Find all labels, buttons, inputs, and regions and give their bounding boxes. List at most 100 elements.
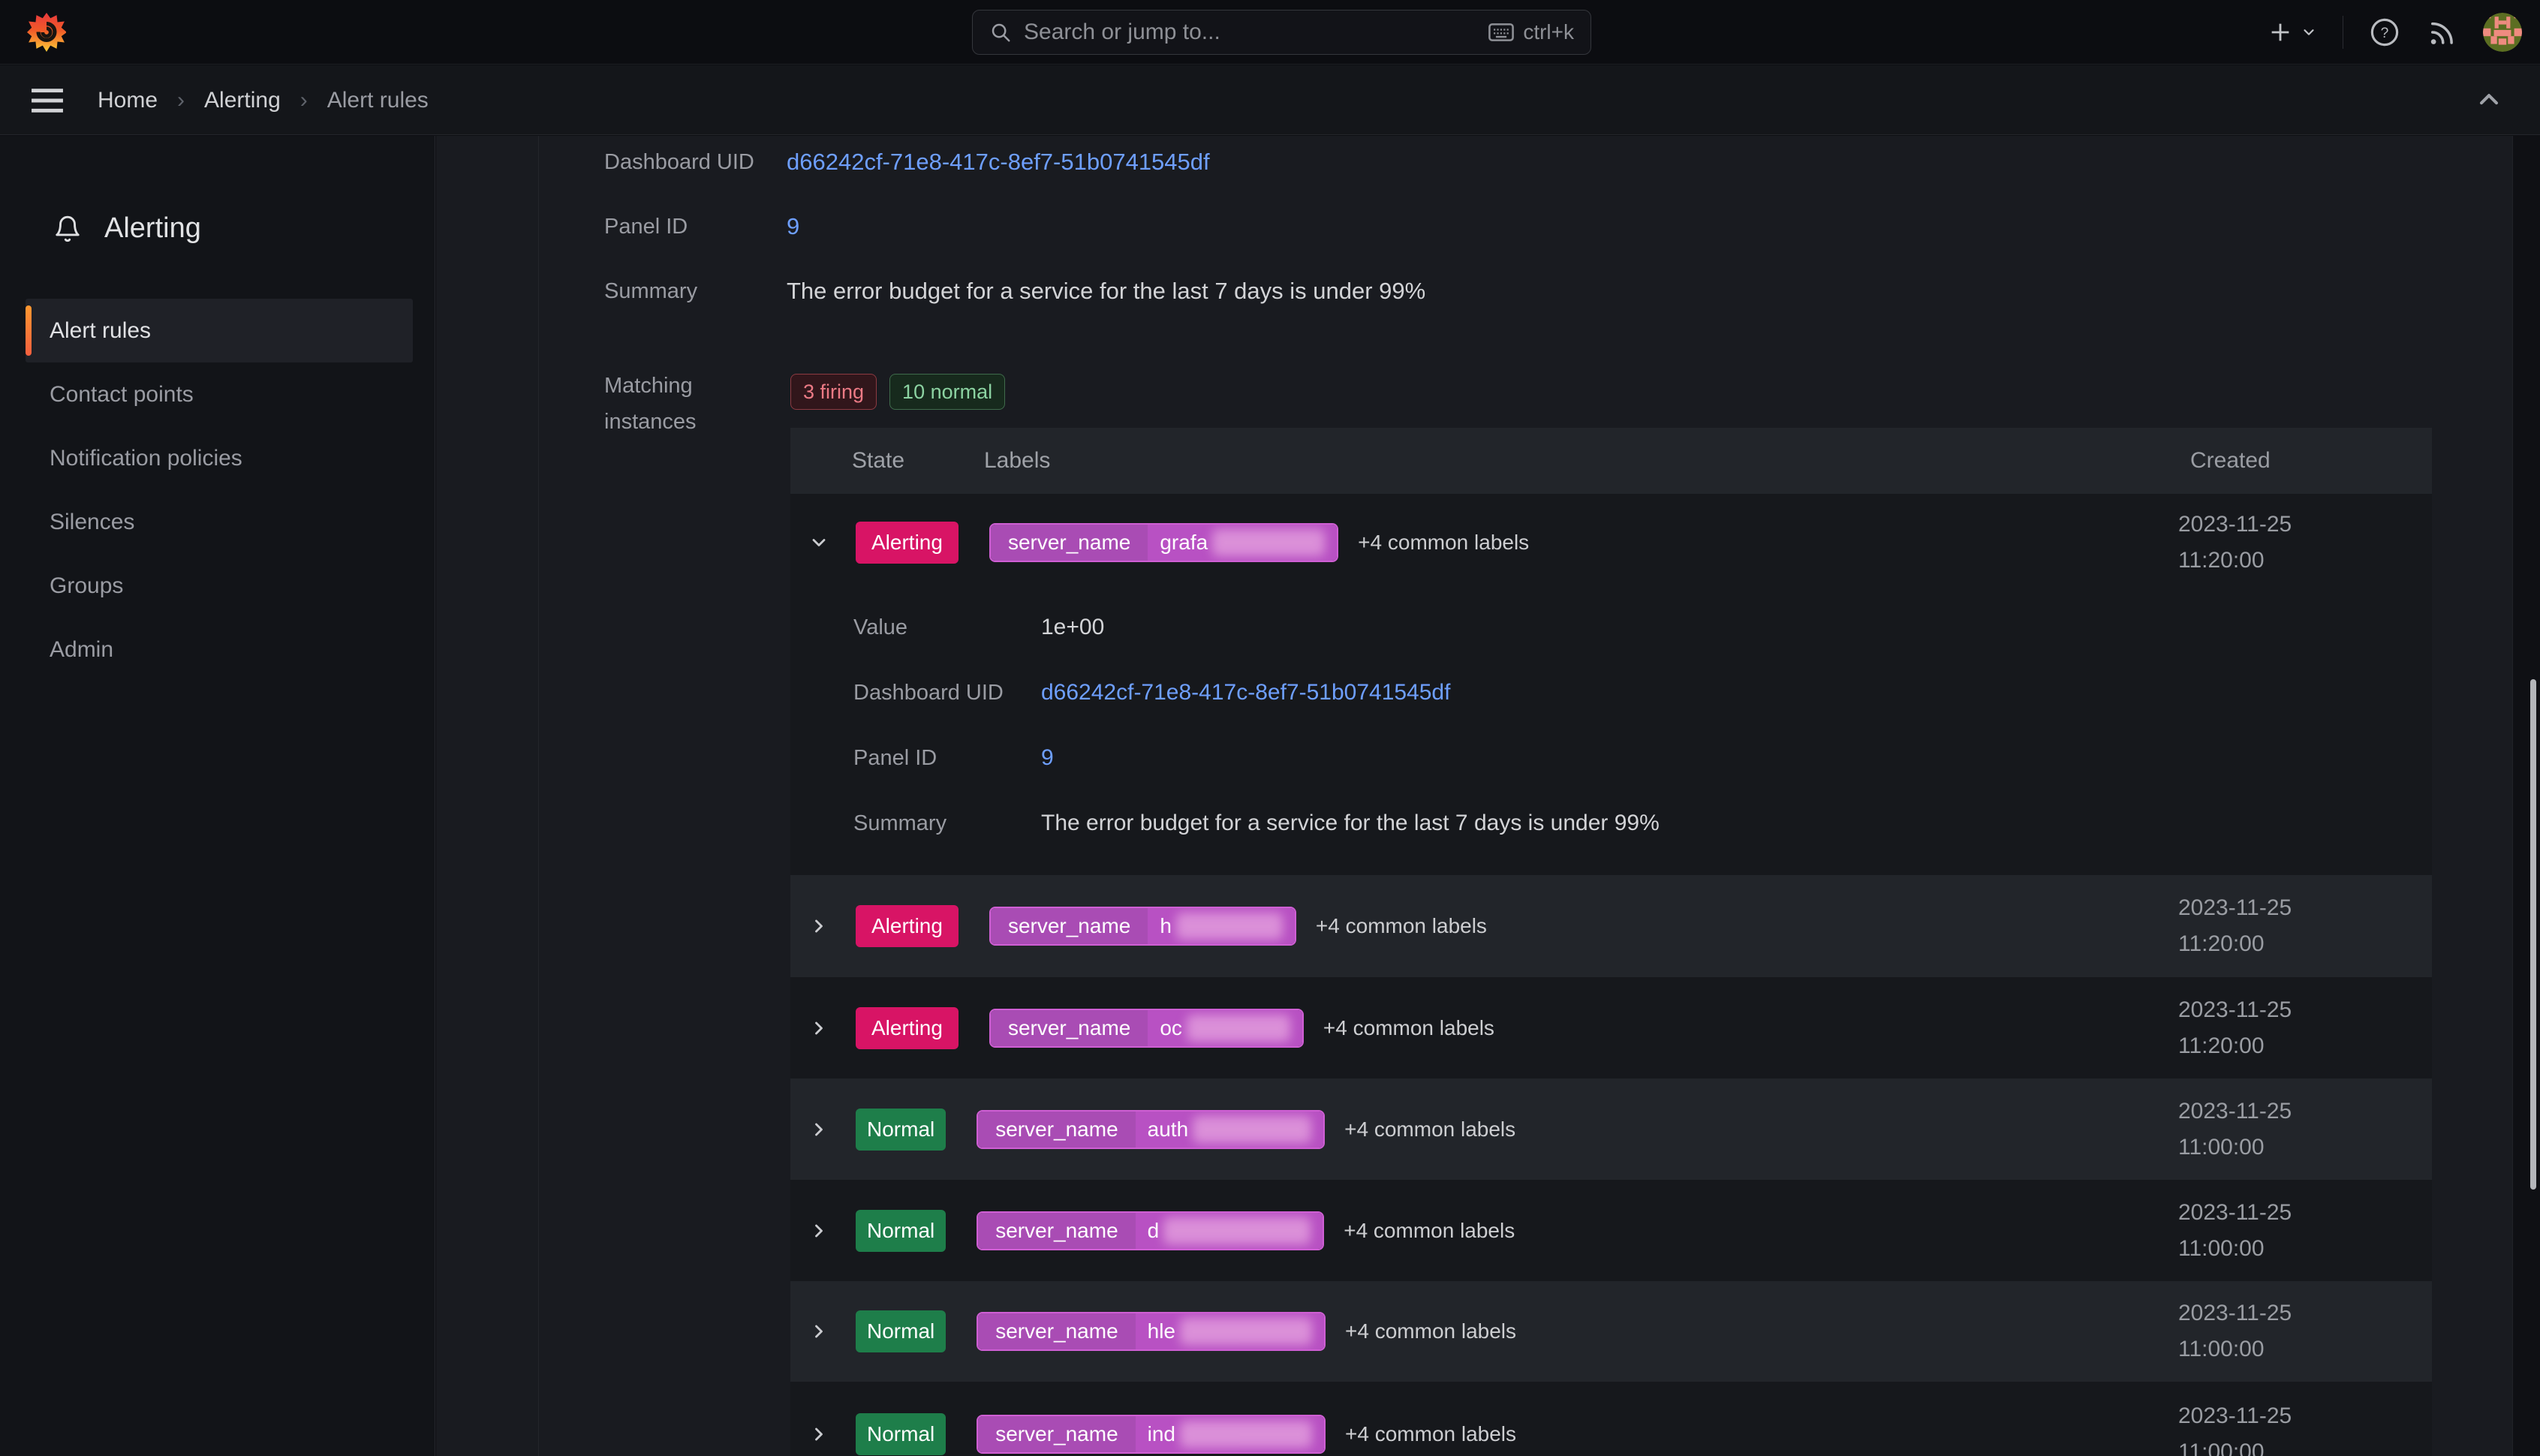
redacted-value-blur [1193, 1115, 1312, 1143]
instance-row-head: Alerting server_name grafa +4 common labels… [790, 494, 2432, 591]
label-pill: server_name h [989, 907, 1296, 946]
label-value-prefix: grafa [1160, 531, 1208, 554]
label-pill: server_name auth [977, 1109, 1326, 1149]
common-labels-text: +4 common labels [1345, 1319, 1517, 1343]
common-labels-text: +4 common labels [1344, 1218, 1515, 1242]
label-value: oc [1148, 1009, 1302, 1046]
created-time: 11:00:00 [2178, 1439, 2265, 1456]
field-summary: Summary The error budget for a service f… [604, 278, 1426, 304]
header-created: Created [2190, 448, 2271, 473]
label-key: server_name [978, 1111, 1136, 1148]
summary-text: The error budget for a service for the l… [787, 278, 1426, 304]
help-icon[interactable]: ? [2369, 17, 2400, 48]
dashboard-uid-link[interactable]: d66242cf-71e8-417c-8ef7-51b0741545df [787, 149, 1210, 175]
breadcrumb-alerting[interactable]: Alerting [204, 87, 281, 113]
table-row: Alerting server_name grafa +4 common labels… [790, 494, 2432, 875]
table-row: Normal server_name d +4 common labels 2023-1… [790, 1180, 2432, 1281]
table-row: Alerting server_name h +4 common labels 2023… [790, 875, 2432, 977]
state-badge: Alerting [856, 905, 959, 947]
detail-field-link[interactable]: 9 [1041, 745, 1054, 770]
plus-icon [2271, 23, 2289, 41]
created-date: 2023-11-25 [2178, 997, 2292, 1022]
firing-count-badge: 3 firing [790, 374, 877, 410]
svg-text:?: ? [2381, 26, 2389, 41]
header-state: State [852, 448, 905, 473]
grafana-logo-icon[interactable] [27, 11, 66, 53]
created-date: 2023-11-25 [2178, 512, 2292, 537]
created-date: 2023-11-25 [2178, 1301, 2292, 1325]
state-badge: Alerting [856, 1006, 959, 1049]
state-badge: Normal [856, 1413, 946, 1455]
label-key: server_name [990, 908, 1148, 944]
redacted-value-blur [1163, 1217, 1311, 1244]
label-value: h [1148, 908, 1295, 944]
collapse-chevron-icon[interactable] [808, 532, 834, 553]
label-pill: server_name d [977, 1211, 1325, 1250]
detail-field-link[interactable]: d66242cf-71e8-417c-8ef7-51b0741545df [1041, 680, 1451, 705]
label-value: auth [1135, 1111, 1324, 1148]
label-value-prefix: d [1147, 1218, 1160, 1242]
panel-id-link[interactable]: 9 [787, 213, 800, 239]
expand-chevron-icon[interactable] [808, 1018, 834, 1039]
pane-divider [538, 136, 539, 1456]
sidebar-item-admin[interactable]: Admin [50, 636, 114, 662]
breadcrumb-alert-rules: Alert rules [327, 87, 429, 113]
sidebar-item-groups[interactable]: Groups [50, 573, 124, 598]
instance-row-head: Alerting server_name oc +4 common labels 202… [790, 977, 2432, 1078]
label-key: server_name [978, 1313, 1136, 1349]
chevron-up-icon[interactable] [2474, 85, 2504, 119]
created-timestamp: 2023-11-25 11:20:00 [2178, 890, 2292, 962]
sidebar-item-alert-rules[interactable]: Alert rules [26, 299, 413, 362]
created-timestamp: 2023-11-25 11:00:00 [2178, 1094, 2292, 1166]
detail-field: Panel ID 9 [853, 745, 2432, 772]
common-labels-text: +4 common labels [1344, 1117, 1516, 1141]
breadcrumb-separator-icon: › [299, 87, 308, 113]
search-input[interactable]: Search or jump to... ctrl+k [972, 10, 1591, 55]
created-date: 2023-11-25 [2178, 1098, 2292, 1124]
created-timestamp: 2023-11-25 11:00:00 [2178, 1195, 2292, 1267]
bell-icon [56, 215, 80, 242]
created-date: 2023-11-25 [2178, 895, 2292, 920]
label-pill: server_name grafa [989, 523, 1339, 562]
redacted-value-blur [1212, 529, 1326, 556]
label-key: server_name [978, 1416, 1136, 1452]
detail-field-label: Panel ID [853, 746, 937, 770]
common-labels-text: +4 common labels [1315, 914, 1487, 937]
label-key: server_name [978, 1212, 1136, 1249]
breadcrumb-separator-icon: › [177, 87, 185, 113]
created-timestamp: 2023-11-25 11:20:00 [2178, 992, 2292, 1064]
expand-chevron-icon[interactable] [808, 1220, 834, 1241]
label-key: server_name [990, 525, 1148, 561]
header-labels: Labels [984, 448, 1051, 473]
created-time: 11:00:00 [2178, 1337, 2265, 1361]
shortcut-hint: ctrl+k [1488, 20, 1574, 44]
sidebar-title[interactable]: Alerting [53, 212, 201, 245]
created-time: 11:20:00 [2178, 1033, 2265, 1058]
search-placeholder: Search or jump to... [1024, 20, 1220, 44]
label-pill: server_name oc [989, 1008, 1304, 1048]
expand-chevron-icon[interactable] [808, 1119, 834, 1140]
new-button[interactable] [2268, 20, 2317, 45]
sidebar-item-contact-points[interactable]: Contact points [50, 381, 194, 407]
common-labels-text: +4 common labels [1345, 1422, 1517, 1445]
sidebar-item-silences[interactable]: Silences [50, 509, 135, 534]
label-value: ind [1135, 1416, 1325, 1452]
field-panel-id: Panel ID 9 [604, 213, 800, 239]
avatar[interactable] [2483, 13, 2522, 52]
search-icon [992, 23, 1010, 42]
scrollbar-thumb[interactable] [2530, 679, 2536, 1190]
expand-chevron-icon[interactable] [808, 1321, 834, 1342]
sidebar-item-notification-policies[interactable]: Notification policies [50, 445, 242, 471]
detail-field: Dashboard UID d66242cf-71e8-417c-8ef7-51b… [853, 679, 2432, 706]
label-value-prefix: oc [1160, 1015, 1182, 1039]
rss-icon[interactable] [2426, 17, 2457, 48]
expand-chevron-icon[interactable] [808, 916, 834, 937]
label-value: d [1135, 1212, 1323, 1249]
expand-chevron-icon[interactable] [808, 1424, 834, 1445]
breadcrumb-home[interactable]: Home [98, 87, 158, 113]
table-row: Alerting server_name oc +4 common labels 202… [790, 977, 2432, 1078]
instance-row-head: Normal server_name ind +4 common labels 2023… [790, 1382, 2432, 1456]
redacted-value-blur [1186, 1014, 1290, 1042]
menu-icon[interactable] [30, 83, 65, 118]
